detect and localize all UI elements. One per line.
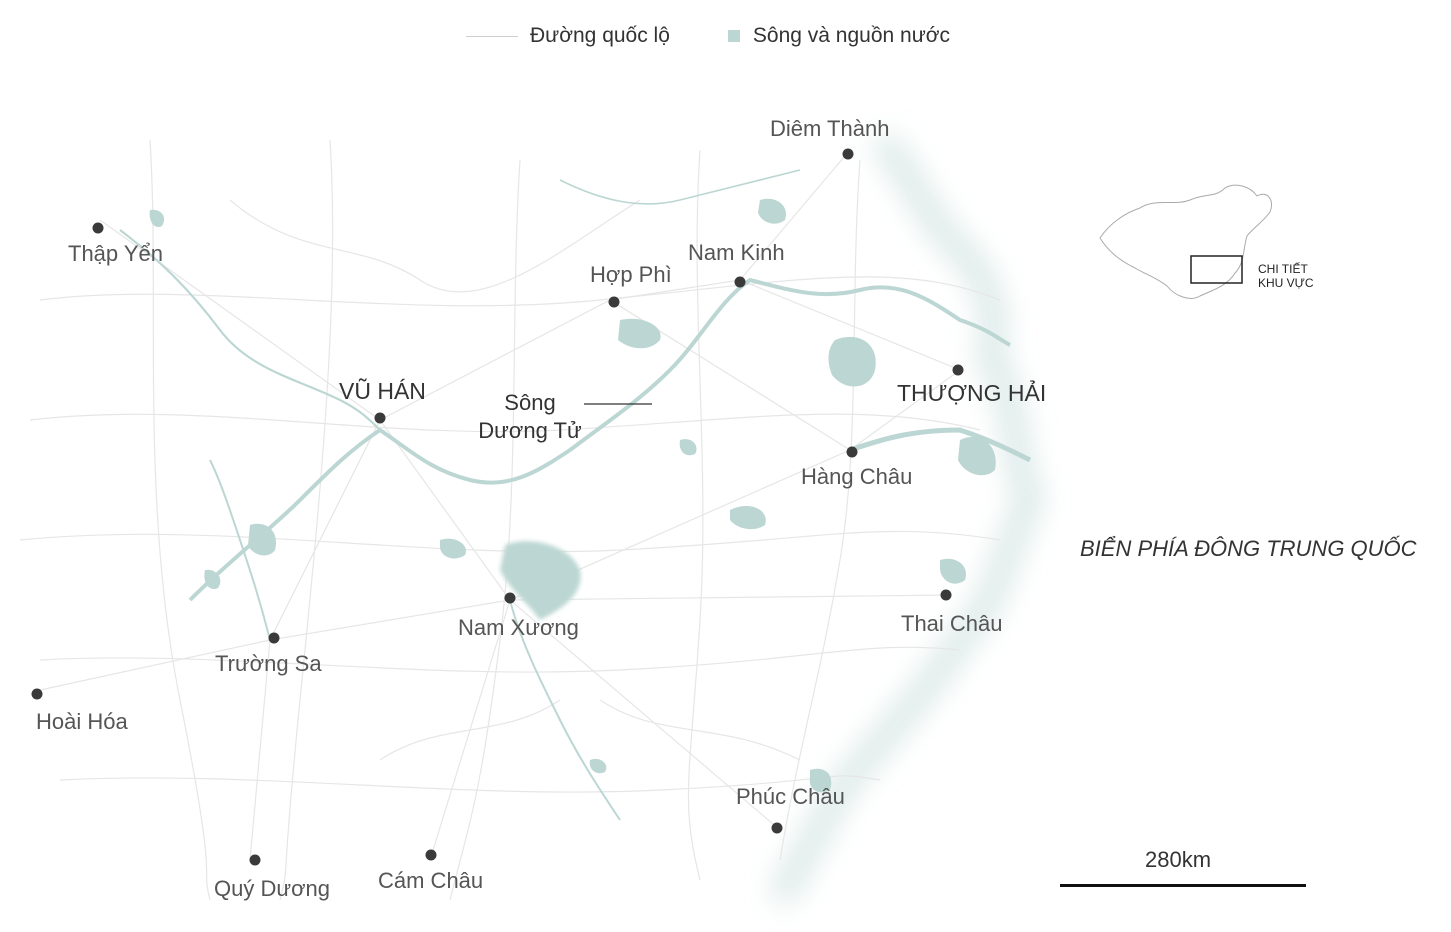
city-dot-nam-kinh <box>734 276 746 288</box>
inset-highlight-box <box>1190 255 1243 284</box>
city-dot-vu-han <box>374 412 386 424</box>
china-outline <box>1099 184 1272 299</box>
inset-label-line2: KHU VỰC <box>1258 276 1314 290</box>
city-label-cam-chau: Cám Châu <box>378 868 484 893</box>
road-network <box>19 139 1001 901</box>
city-dot-phuc-chau <box>771 822 783 834</box>
city-dot-thuong-hai <box>952 364 964 376</box>
city-markers <box>31 148 964 866</box>
inset-label-line1: CHI TIẾT <box>1258 262 1308 276</box>
road-legend-swatch <box>466 35 518 37</box>
city-dot-cam-chau <box>425 849 437 861</box>
city-label-vu-han: VŨ HÁN <box>339 378 426 404</box>
city-label-nam-xuong: Nam Xương <box>458 615 579 640</box>
city-dot-hang-chau <box>846 446 858 458</box>
gan-river <box>509 599 621 821</box>
xiang-river <box>209 459 271 641</box>
river-label-line2: Dương Tử <box>478 418 582 443</box>
city-dot-hoai-hoa <box>31 688 43 700</box>
water-legend-label: Sông và nguồn nước <box>752 24 951 47</box>
water-legend-swatch <box>727 30 740 42</box>
city-label-nam-kinh: Nam Kinh <box>688 240 785 265</box>
river-label-line1: Sông <box>504 390 556 415</box>
city-label-quy-duong: Quý Dương <box>214 876 330 901</box>
yangtze-river <box>188 277 1011 602</box>
city-dot-nam-xuong <box>504 592 516 604</box>
city-label-hoai-hoa: Hoài Hóa <box>36 709 128 734</box>
city-dot-quy-duong <box>249 854 261 866</box>
city-dot-thai-chau <box>940 589 952 601</box>
han-river <box>119 229 381 431</box>
city-dot-thap-yen <box>92 222 104 234</box>
map-legend: Đường quốc lộ Sông và nguồn nước <box>466 22 950 50</box>
scale-label: 280km <box>1145 847 1212 872</box>
sea-label: BIỂN PHÍA ĐÔNG TRUNG QUỐC <box>1080 536 1417 561</box>
city-label-thai-chau: Thai Châu <box>901 611 1003 636</box>
city-label-thap-yen: Thập Yển <box>68 241 164 266</box>
river-label-yangtze: Sông Dương Tử <box>470 389 590 445</box>
lakes <box>149 198 996 793</box>
coastline-glow <box>768 130 1045 906</box>
qiantang-river <box>849 427 1032 463</box>
city-label-hop-phi: Hợp Phì <box>590 262 672 287</box>
inset-locator-map <box>1099 184 1272 299</box>
city-label-hang-chau: Hàng Châu <box>801 464 913 489</box>
city-dot-diem-thanh <box>842 148 854 160</box>
inset-label: CHI TIẾT KHU VỰC <box>1258 262 1314 290</box>
city-label-thuong-hai: THƯỢNG HẢI <box>897 380 1047 406</box>
city-label-truong-sa: Trường Sa <box>215 651 322 676</box>
city-dot-hop-phi <box>608 296 620 308</box>
city-label-diem-thanh: Diêm Thành <box>770 116 890 141</box>
north-river <box>559 169 801 205</box>
city-label-phuc-chau: Phúc Châu <box>736 784 845 809</box>
road-legend-label: Đường quốc lộ <box>530 24 670 47</box>
scale-bar <box>1060 884 1306 887</box>
city-dot-truong-sa <box>268 632 280 644</box>
